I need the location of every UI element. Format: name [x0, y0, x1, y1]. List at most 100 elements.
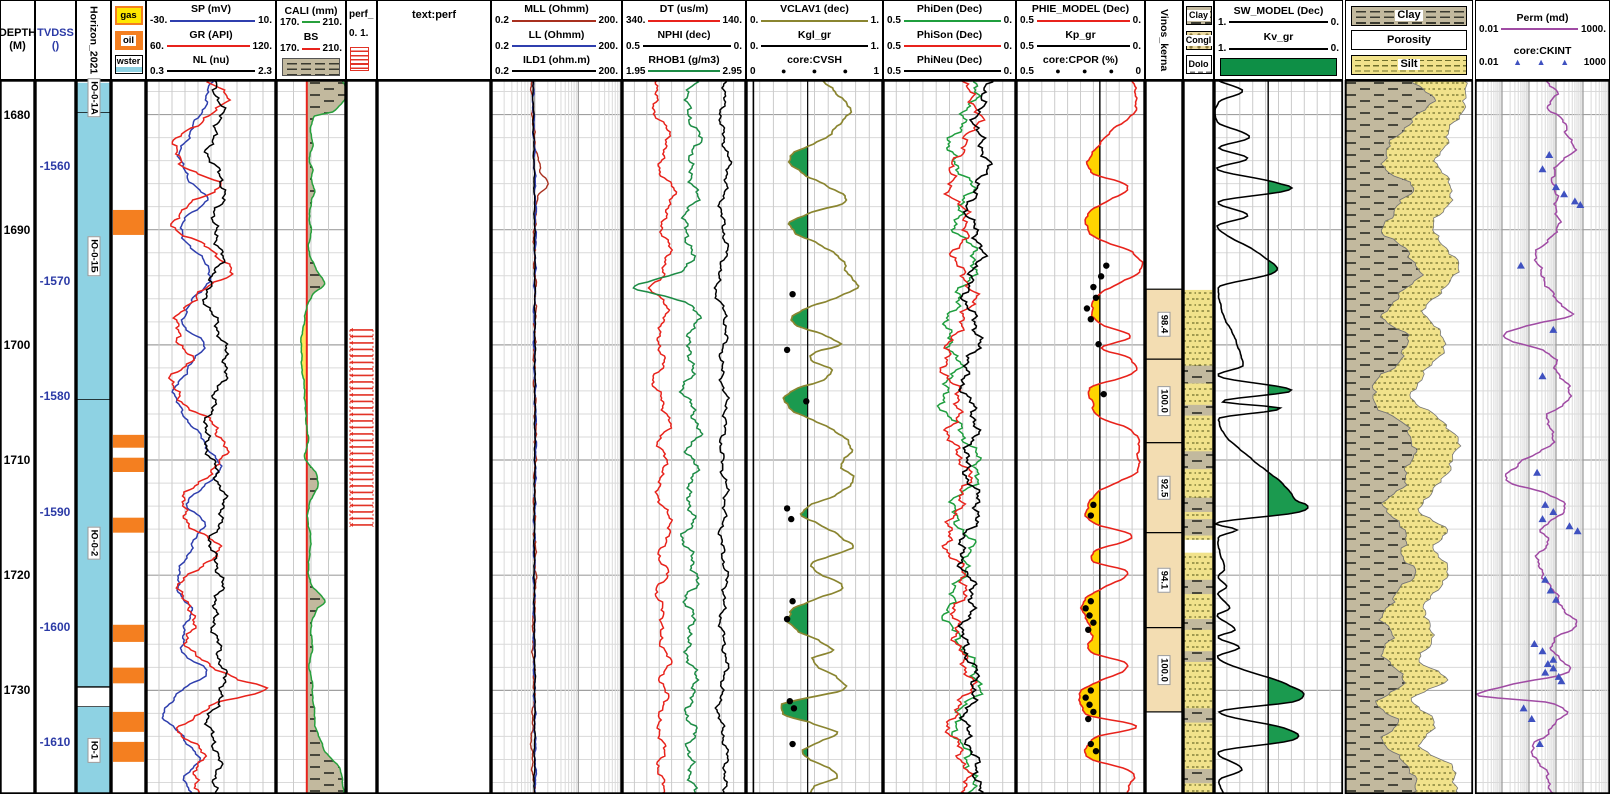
grid-vcl [746, 80, 883, 794]
curve-line-sample [642, 45, 731, 47]
curve-NPHI [713, 80, 733, 794]
scale-min: 1. [1218, 43, 1227, 54]
scale-min: 0.5 [1020, 65, 1034, 77]
scale-min: 0.01 [1479, 23, 1499, 35]
scale-max: 0. [1330, 43, 1339, 54]
dot-icon: ● [811, 65, 818, 76]
curve-line-sample [1229, 21, 1328, 23]
core-point [786, 697, 794, 705]
curve-label: VCLAV1 (dec) [780, 3, 849, 16]
horizon-label: Ю-0-1Б [87, 236, 101, 277]
curve-label: CALI (mm) [284, 4, 338, 17]
tvdss-label: -1600 [39, 619, 71, 634]
core-point [789, 291, 796, 298]
curve-label: LL (Ohmm) [528, 28, 585, 41]
scale-row: Perm (md) 0.01 1000. [1476, 12, 1609, 35]
grid-res [491, 80, 622, 794]
track-border-kerna [1144, 80, 1184, 794]
track-dt [632, 80, 733, 794]
core-perm-point [1516, 261, 1525, 269]
curve-label: ILD1 (ohm.m) [522, 53, 591, 66]
oil-interval [113, 667, 144, 684]
core-perm-point [1538, 647, 1547, 655]
curve-label: MLL (Ohmm) [524, 3, 589, 16]
core-perm-point [1576, 200, 1585, 208]
oil-interval [113, 711, 144, 732]
core-perm-point [1549, 507, 1558, 515]
scale-row: CALI (mm) 170. 210. [277, 5, 345, 28]
curve-label: core:CVSH [787, 53, 842, 66]
scale-max: 0. [1132, 15, 1141, 27]
oil-interval [113, 624, 144, 642]
curve-line-sample [166, 45, 250, 47]
scale-min: 0.2 [495, 65, 509, 77]
curve-scale: 0.3 2.3 [150, 66, 272, 77]
scale-max: 210. [322, 43, 342, 54]
curve-PhiSon [939, 80, 986, 794]
tvdss-label: -1590 [39, 504, 71, 519]
litho-column-clay-band [1184, 708, 1213, 723]
curve-scale: 0.5 0. [1020, 41, 1141, 52]
track-border-vcl [745, 80, 884, 794]
water-legend-chip: wster [114, 54, 143, 74]
tvdss-unit: () [51, 40, 60, 52]
scale-min: 0.5 [626, 40, 640, 52]
depth-label: 1730 [3, 683, 31, 698]
oil-label: oil [120, 34, 137, 46]
curve-scale: 170. 210. [280, 43, 342, 54]
curve-scale: 0.2 200. [495, 41, 618, 52]
scale-min: 1.95 [626, 65, 646, 77]
scale-max: 1000 [1583, 57, 1606, 69]
depth-unit: (M) [9, 40, 26, 52]
dot-icon: ● [1055, 65, 1061, 76]
core-point [1087, 315, 1095, 323]
curve-label: SP (mV) [190, 3, 232, 16]
scale-row: PhiNeu (Dec) 0.5 0. [884, 54, 1015, 77]
core-point [1085, 626, 1092, 633]
core-point [783, 505, 791, 512]
core-point [1097, 273, 1105, 280]
scale-row: NL (nu) 0.3 2.3 [147, 54, 275, 77]
curve-scale: 0.5 0. [1020, 15, 1141, 26]
core-perm-point [1549, 325, 1558, 333]
core-perm-point [1538, 165, 1547, 173]
oil-interval [113, 457, 144, 472]
core-point [1083, 305, 1091, 312]
core-perm-point [1570, 197, 1579, 205]
fill-cali [300, 308, 307, 462]
track-header-fluid: gas oil wster [111, 0, 146, 80]
track-header-dt: DT (us/m) 340. 140. NPHI (dec) 0.5 0. RHOB1 (g… [622, 0, 746, 80]
scale-row: ILD1 (ohm.m) 0.2 200. [492, 54, 621, 77]
curve-PhiNeu [956, 80, 995, 794]
curve-label: RHOB1 (g/m3) [648, 53, 720, 66]
scale-row: RHOB1 (g/m3) 1.95 2.95 [623, 54, 745, 77]
curve-RHOB1 [632, 80, 704, 794]
track-res [529, 80, 549, 794]
scale-max: 0. [1330, 16, 1339, 28]
scale-row: MLL (Ohmm) 0.2 200. [492, 3, 621, 26]
track-header-phi3: PhiDen (Dec) 0.5 0. PhiSon (Dec) 0.5 0. PhiNeu… [883, 0, 1016, 80]
horizon-title: Horizon_2021 [87, 5, 100, 75]
curve-line-sample [903, 70, 1001, 73]
core-perm-point [1543, 660, 1552, 668]
grid-dt [622, 80, 746, 794]
core-perm-point [1530, 640, 1539, 648]
curve-line-sample [761, 45, 868, 47]
scale-row: core:CKINT 0.01 ▲ ▲ ▲ 1000 [1476, 45, 1609, 68]
core-perm-point [1527, 715, 1536, 723]
core-point [789, 740, 796, 748]
scale-max: 0. [733, 40, 742, 52]
curve-scale: 0.2 200. [495, 66, 618, 77]
curve-line-sample [1036, 19, 1130, 22]
lith-legend-silt: Silt [1351, 54, 1467, 75]
core-point [1092, 747, 1100, 755]
curve-label: PhiSon (Dec) [916, 28, 983, 41]
scale-min: 0.5 [1020, 40, 1034, 52]
scale-max: 10. [258, 15, 272, 27]
scale-row: PHIE_MODEL (Dec) 0.5 0. [1017, 3, 1144, 26]
track-border-dt [621, 80, 747, 794]
oil-interval [113, 741, 144, 762]
track-header-tvdss: TVDSS() [35, 0, 76, 80]
core-perm-point [1565, 522, 1574, 530]
oil-interval [113, 434, 144, 448]
